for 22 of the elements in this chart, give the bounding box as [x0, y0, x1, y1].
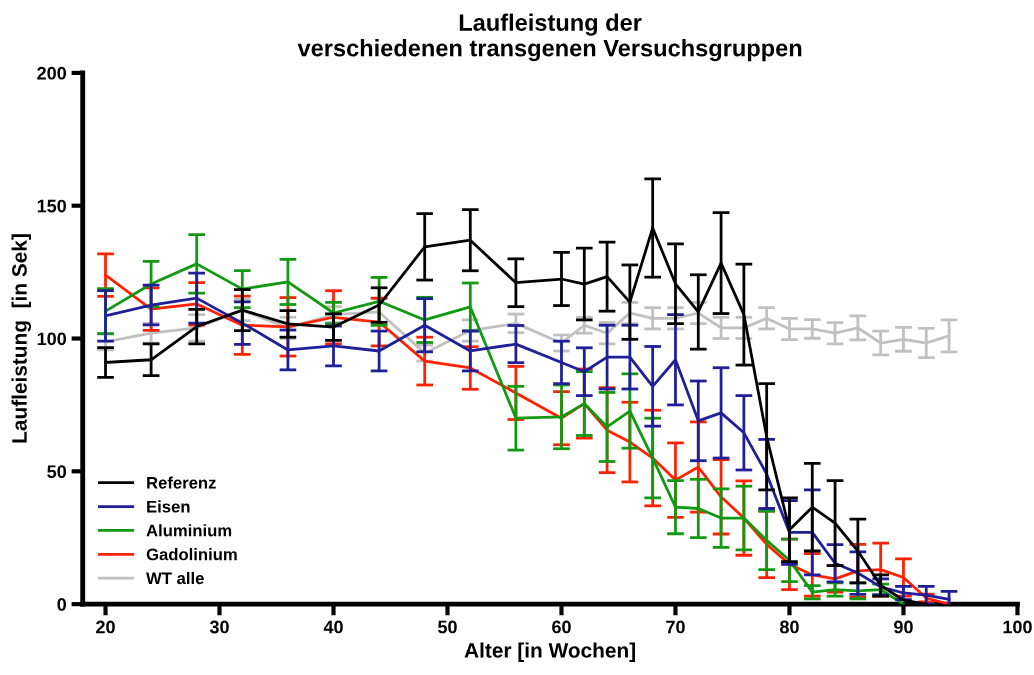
legend-label: Gadolinium — [146, 548, 237, 561]
x-tick-label: 30 — [209, 620, 229, 634]
x-tick-label: 70 — [666, 620, 685, 634]
x-tick-label: 50 — [438, 620, 457, 634]
legend-label: WT alle — [146, 571, 204, 585]
y-tick-label: 200 — [37, 66, 67, 80]
x-tick-label: 20 — [96, 620, 115, 634]
legend-label: Aluminium — [146, 524, 232, 537]
x-tick-label: 60 — [552, 620, 571, 634]
y-axis-title: Laufleistung [in Sek] — [11, 234, 32, 443]
y-tick-label: 0 — [57, 598, 67, 611]
y-tick-label: 150 — [37, 199, 67, 213]
chart-title: Laufleistung der verschiedenen transgenen Versuchsgruppen — [297, 13, 802, 62]
legend-label: Referenz — [147, 476, 216, 489]
legend-label: Eisen — [147, 500, 190, 513]
y-tick-label: 100 — [37, 332, 67, 346]
x-tick-label: 40 — [323, 620, 343, 634]
x-tick-label: 80 — [780, 620, 799, 634]
x-tick-label: 100 — [1003, 620, 1032, 634]
x-tick-label: 90 — [894, 620, 913, 634]
y-tick-label: 50 — [47, 465, 67, 479]
x-axis-title: Alter [in Wochen] — [464, 642, 635, 662]
